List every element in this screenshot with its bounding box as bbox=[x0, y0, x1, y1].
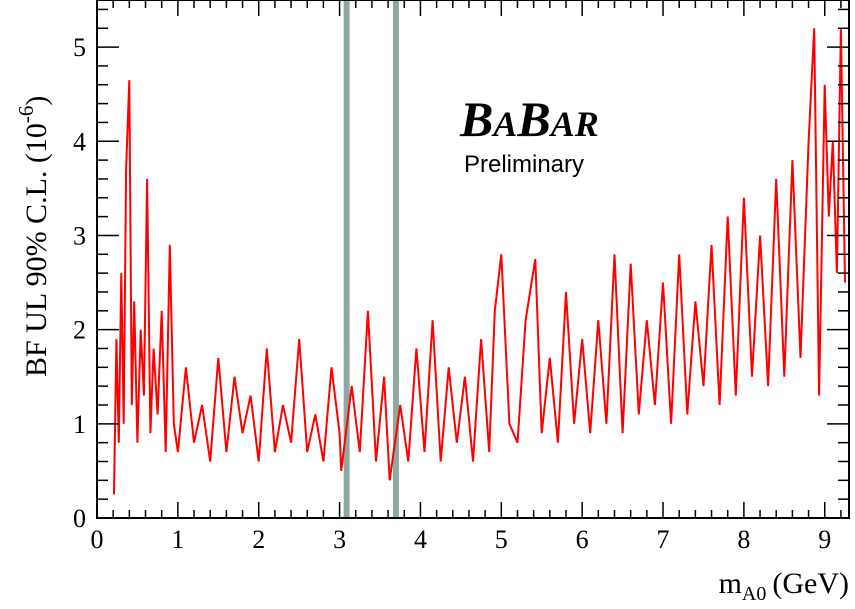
y-tick-label: 1 bbox=[73, 410, 86, 439]
x-tick-label: 7 bbox=[657, 525, 670, 554]
y-tick-label: 5 bbox=[73, 33, 86, 62]
y-axis-title-exp: -6 bbox=[14, 106, 38, 124]
x-axis-title-sub: A0 bbox=[742, 583, 766, 605]
x-axis-title-unit: (GeV) bbox=[772, 567, 849, 600]
y-axis-title-main: BF UL 90% C.L. (10 bbox=[20, 123, 53, 377]
x-tick-label: 6 bbox=[576, 525, 589, 554]
series-line bbox=[113, 28, 846, 495]
excluded-band-1 bbox=[343, 0, 350, 518]
x-tick-label: 4 bbox=[414, 525, 427, 554]
x-axis-title: mA0 (GeV) bbox=[719, 567, 849, 605]
y-axis-title-close: ) bbox=[20, 96, 53, 106]
logo-ar: AR bbox=[549, 104, 599, 144]
y-axis-title: BF UL 90% C.L. (10-6) bbox=[14, 96, 53, 377]
y-tick-label: 3 bbox=[73, 221, 86, 250]
x-tick-label: 3 bbox=[333, 525, 346, 554]
logo-b2: B bbox=[516, 91, 550, 147]
y-tick-label: 4 bbox=[73, 127, 86, 156]
y-axis-ticks: 0 1 2 3 4 5 bbox=[73, 8, 849, 533]
excluded-bands bbox=[343, 0, 399, 518]
svg-text:BABAR: BABAR bbox=[459, 91, 599, 147]
x-axis-ticks: 0 1 2 3 4 5 6 7 8 9 bbox=[91, 0, 842, 554]
y-tick-label: 0 bbox=[73, 504, 86, 533]
x-tick-label: 8 bbox=[737, 525, 750, 554]
logo-b1: B bbox=[459, 91, 493, 147]
babar-logo: BABAR bbox=[459, 91, 599, 147]
excluded-band-2 bbox=[392, 0, 399, 518]
plot-frame bbox=[96, 0, 850, 519]
x-tick-label: 0 bbox=[91, 525, 104, 554]
logo-a1: A bbox=[491, 104, 517, 144]
preliminary-label: Preliminary bbox=[464, 151, 584, 178]
y-tick-label: 2 bbox=[73, 316, 86, 345]
x-tick-label: 1 bbox=[171, 525, 184, 554]
x-tick-label: 9 bbox=[818, 525, 831, 554]
x-tick-label: 2 bbox=[252, 525, 265, 554]
x-tick-label: 5 bbox=[495, 525, 508, 554]
x-axis-title-main: m bbox=[719, 567, 742, 600]
